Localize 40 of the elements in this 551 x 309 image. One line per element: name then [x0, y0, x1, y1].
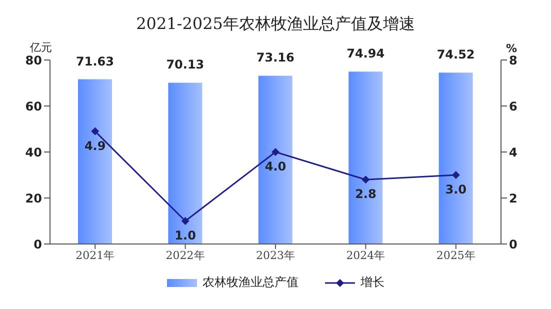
y-tick-label: 0 [34, 237, 42, 252]
x-tick-label: 2024年 [346, 248, 386, 262]
data-label: 4.9 [84, 138, 106, 153]
point [362, 176, 370, 184]
y-tick-label: 60 [25, 99, 42, 114]
point [91, 127, 100, 136]
y2-tick-label: 2 [509, 191, 518, 206]
y2-tick-label: 8 [509, 53, 518, 68]
legend-label: 增长 [360, 274, 384, 291]
data-label: 3.0 [445, 182, 467, 197]
data-label: 2.8 [355, 187, 376, 202]
point [452, 171, 460, 179]
y-tick-label: 80 [25, 53, 42, 68]
y2-tick-label: 6 [509, 99, 518, 114]
bar [78, 79, 112, 244]
x-tick-label: 2023年 [256, 248, 295, 262]
x-tick-label: 2022年 [166, 248, 205, 262]
y2-tick-label: 4 [509, 145, 518, 160]
data-label: 1.0 [174, 228, 196, 243]
point [272, 148, 280, 156]
bar [258, 76, 292, 244]
y2-tick-label: 0 [509, 237, 518, 252]
data-label: 70.13 [166, 58, 204, 72]
data-label: 73.16 [256, 50, 294, 65]
point [181, 217, 190, 225]
y-axis-title: 亿元 [30, 40, 52, 55]
chart-title: 2021-2025年农林牧渔业总产值及增速 [135, 14, 416, 35]
x-tick-label: 2021年 [76, 248, 115, 262]
bar [438, 72, 473, 244]
x-tick-label: 2025年 [436, 248, 476, 262]
data-label: 71.63 [76, 54, 114, 68]
legend-label: 农林牧渔业总产值 [202, 274, 298, 291]
bar [348, 72, 383, 244]
data-label: 4.0 [264, 160, 286, 174]
y2-axis-title: % [506, 42, 518, 55]
data-label: 74.52 [436, 48, 475, 62]
data-label: 74.94 [346, 46, 385, 61]
y-tick-label: 20 [25, 191, 42, 206]
y-tick-label: 40 [25, 145, 42, 160]
bar [168, 82, 202, 244]
